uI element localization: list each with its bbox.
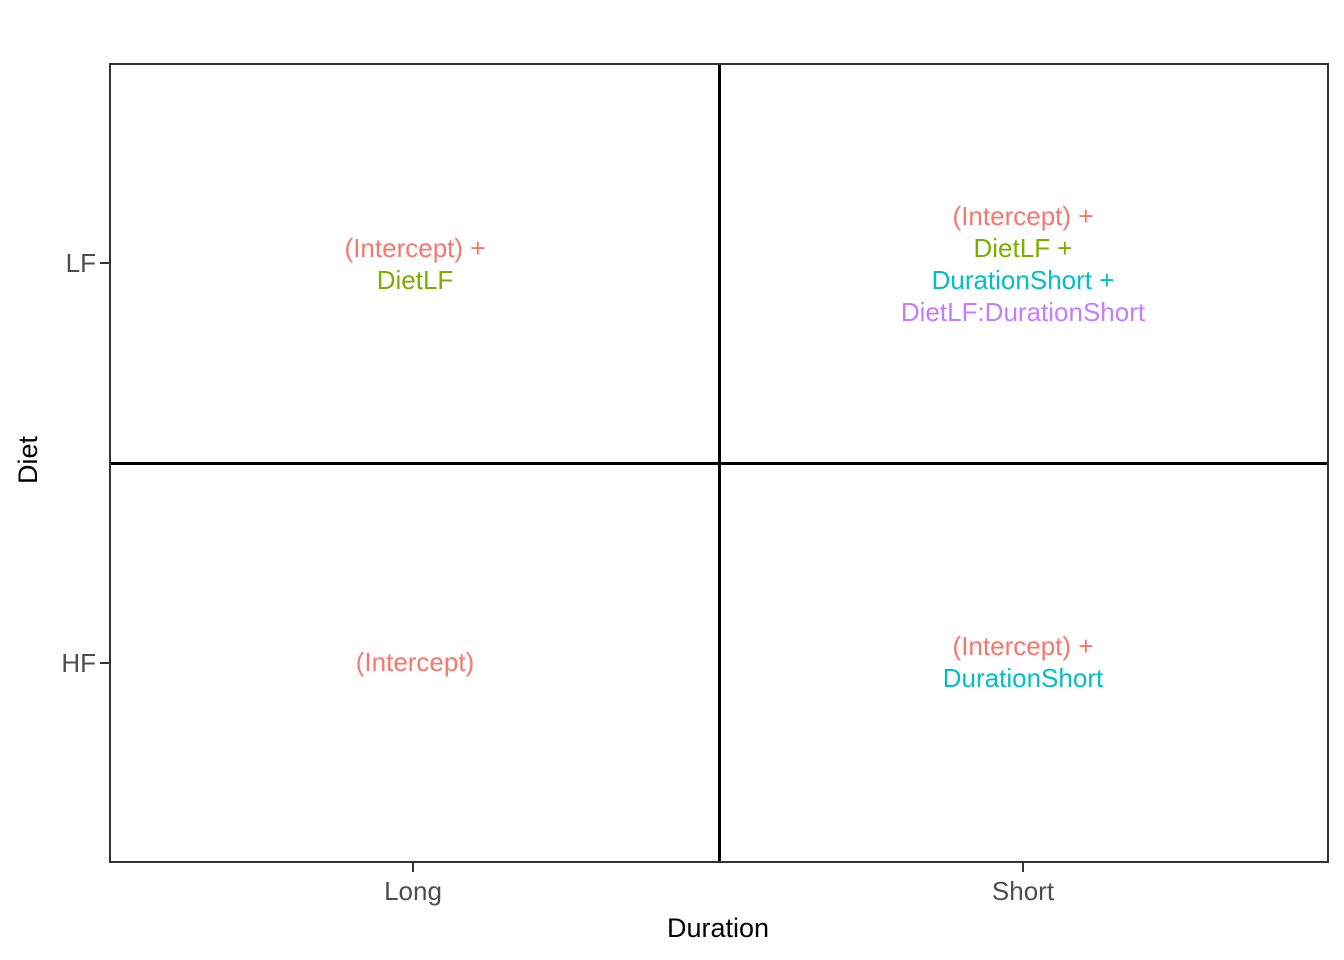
model-term: (Intercept) + <box>952 201 1094 231</box>
quadrant-lf-long: (Intercept) + DietLF <box>111 65 719 463</box>
model-term: DietLF:DurationShort <box>900 297 1146 327</box>
x-tick-label-long: Long <box>384 876 442 906</box>
model-term: (Intercept) <box>355 647 475 677</box>
model-term: DurationShort <box>942 663 1104 693</box>
x-axis-title: Duration <box>666 913 770 943</box>
y-axis-title: Diet <box>13 436 43 485</box>
quadrant-lf-short: (Intercept) + DietLF + DurationShort + Diet… <box>719 65 1327 463</box>
y-axis-tick-hf <box>100 662 109 664</box>
plot-panel: (Intercept) + DietLF (Intercept) + DietLF … <box>109 63 1329 863</box>
x-axis-tick-short <box>1022 863 1024 872</box>
quadrant-hf-short: (Intercept) + DurationShort <box>719 463 1327 861</box>
model-term: DietLF + <box>973 233 1073 263</box>
x-tick-label-short: Short <box>991 876 1055 906</box>
model-term: (Intercept) + <box>344 233 486 263</box>
model-term: DurationShort + <box>931 265 1115 295</box>
model-term: (Intercept) + <box>952 631 1094 661</box>
quadrant-hf-long: (Intercept) <box>111 463 719 861</box>
y-tick-label-lf: LF <box>65 248 96 278</box>
y-axis-tick-lf <box>100 262 109 264</box>
y-tick-label-hf: HF <box>61 648 96 678</box>
model-term: DietLF <box>376 265 454 295</box>
panel-divider-horizontal <box>111 462 1327 465</box>
x-axis-tick-long <box>412 863 414 872</box>
